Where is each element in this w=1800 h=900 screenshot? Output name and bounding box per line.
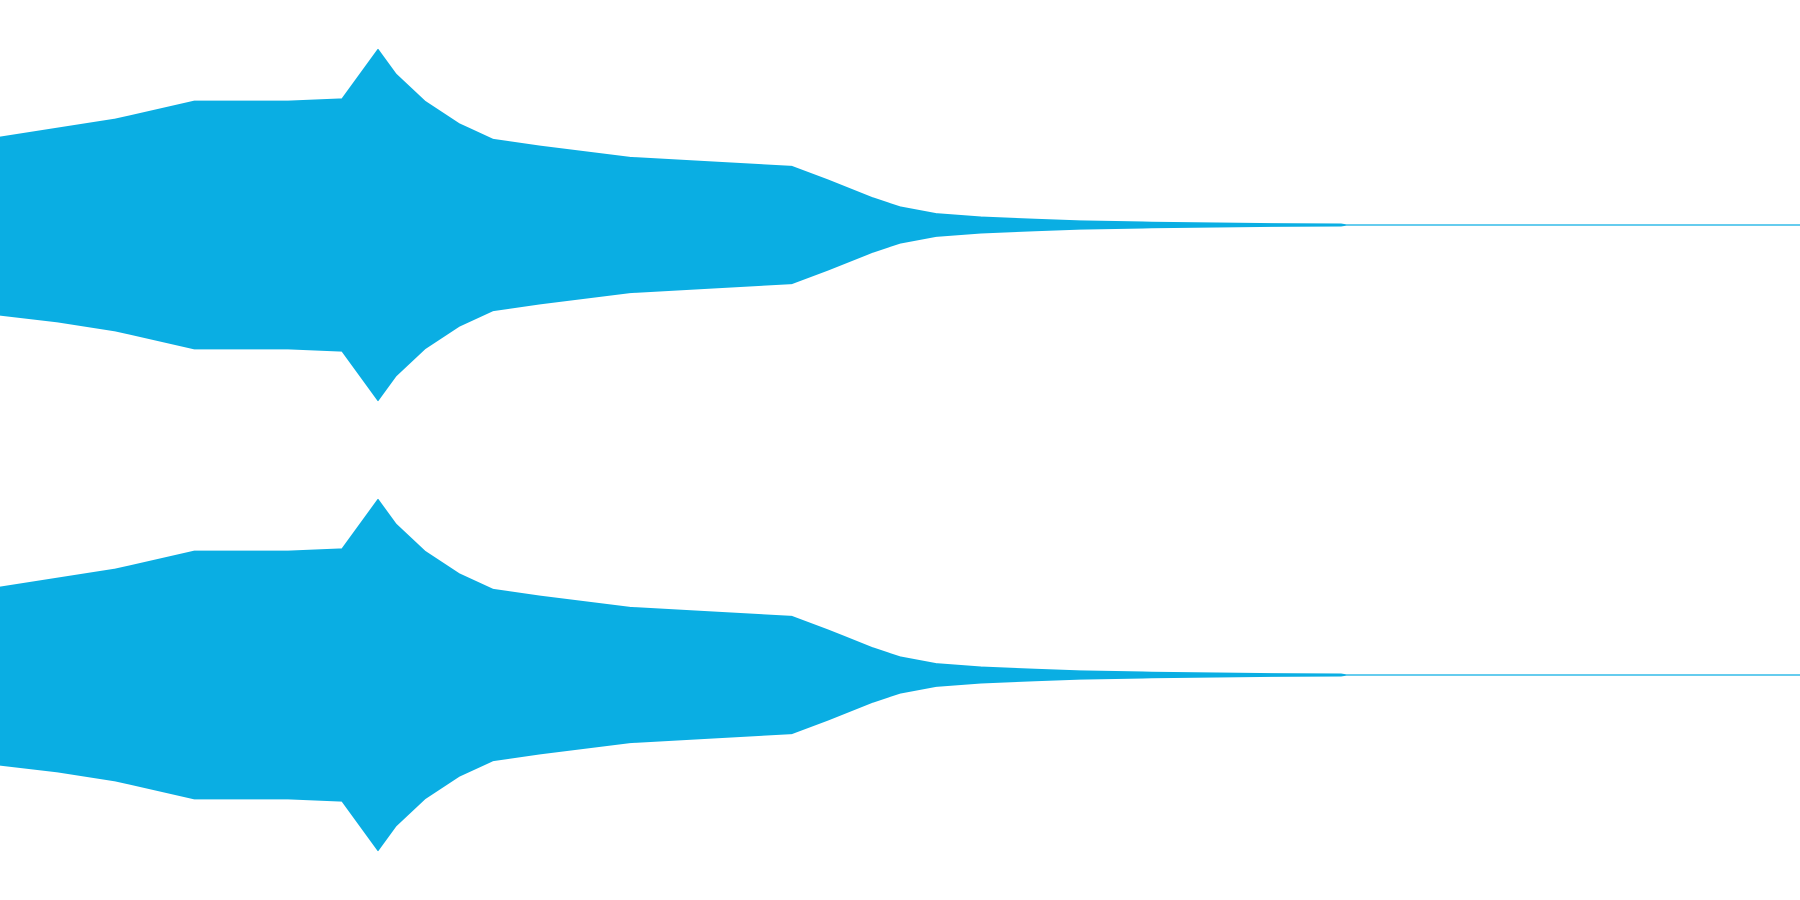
channel-waveform [0, 48, 1800, 402]
channel-waveform [0, 498, 1800, 852]
